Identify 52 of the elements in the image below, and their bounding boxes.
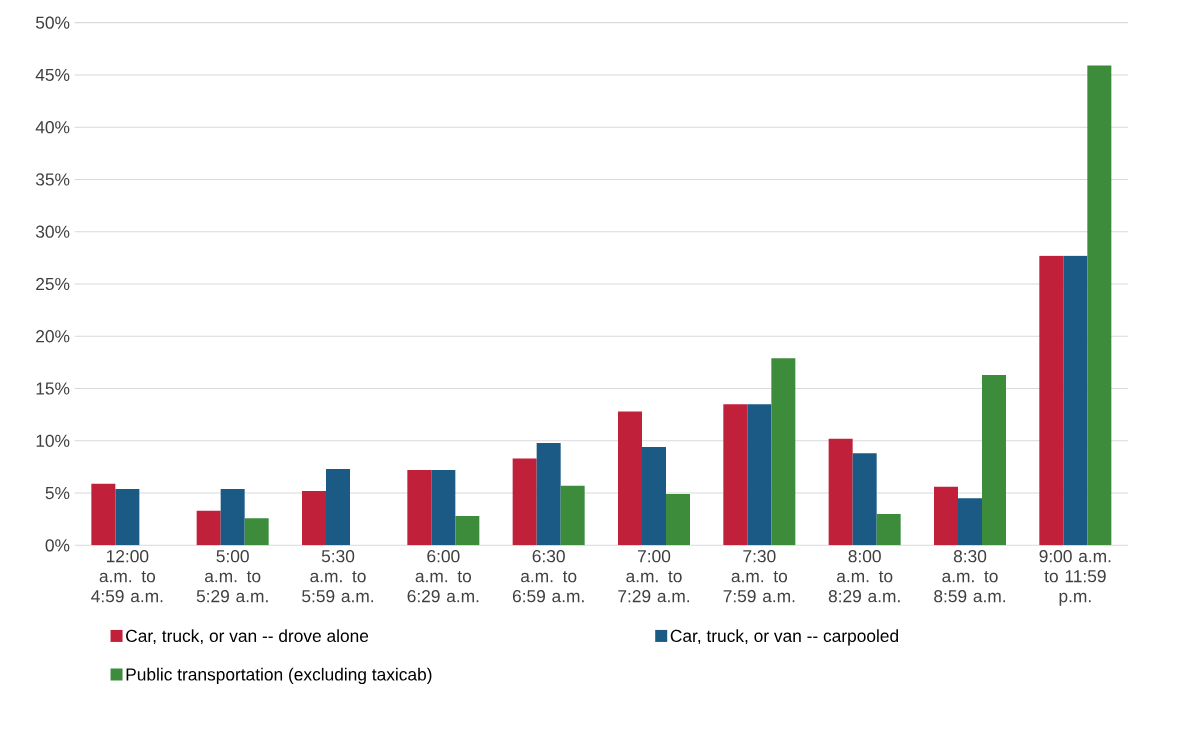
bar (1039, 255, 1064, 546)
x-tick-label: 7:00 a.m. to 7:29 a.m. (618, 550, 690, 603)
bar (747, 404, 772, 546)
bar (91, 483, 116, 546)
bar (642, 447, 666, 546)
x-tick-label: 9:00 a.m. to 11:59 p.m. (1039, 550, 1111, 606)
bar (1063, 255, 1088, 546)
bar (618, 411, 642, 546)
y-tick-label: 40% (35, 121, 70, 134)
bar (220, 488, 245, 546)
x-tick-label: 7:30 a.m. to 7:59 a.m. (723, 550, 795, 603)
y-tick-label: 50% (35, 16, 70, 29)
bar (512, 458, 537, 546)
y-tick-label: 25% (36, 277, 70, 291)
bar (723, 404, 748, 546)
bar (934, 486, 958, 546)
bar (431, 470, 456, 546)
x-tick-label: 8:00 a.m. to 8:29 a.m. (828, 550, 900, 603)
x-tick-label: 5:30 a.m. to 5:59 a.m. (302, 550, 374, 603)
bar (852, 453, 877, 546)
y-tick-label: 30% (35, 225, 70, 238)
legend-label: Car, truck, or van -- drove alone (126, 629, 369, 645)
bar (1087, 65, 1112, 546)
y-tick-label: 20% (36, 330, 70, 343)
bar (958, 498, 982, 546)
bar (407, 470, 432, 546)
y-tick-label: 35% (35, 173, 70, 186)
x-tick-label: 6:00 a.m. to 6:29 a.m. (407, 550, 479, 603)
x-tick-label: 5:00 a.m. to 5:29 a.m. (196, 550, 268, 603)
bar (828, 438, 853, 546)
x-tick-label: 12:00 a.m. to 4:59 a.m. (91, 550, 163, 603)
y-tick-label: 0% (45, 539, 70, 552)
bar (536, 442, 561, 546)
bar (455, 516, 480, 546)
bar (560, 485, 585, 546)
bar (326, 469, 350, 546)
legend-label: Car, truck, or van -- carpooled (670, 629, 898, 646)
x-tick-label: 6:30 a.m. to 6:59 a.m. (512, 550, 584, 603)
bar (982, 374, 1006, 546)
bar (876, 513, 901, 546)
bar (244, 518, 269, 546)
bar (302, 490, 326, 546)
bar (196, 510, 221, 546)
y-tick-label: 15% (36, 382, 70, 395)
bar (666, 494, 690, 546)
bar (771, 358, 796, 546)
y-tick-label: 5% (45, 486, 70, 500)
bar (115, 488, 140, 546)
x-tick-label: 8:30 a.m. to 8:59 a.m. (934, 550, 1006, 603)
y-tick-label: 10% (36, 434, 70, 447)
legend-label: Public transportation (excluding taxicab) (126, 667, 432, 685)
y-tick-label: 45% (35, 68, 70, 82)
